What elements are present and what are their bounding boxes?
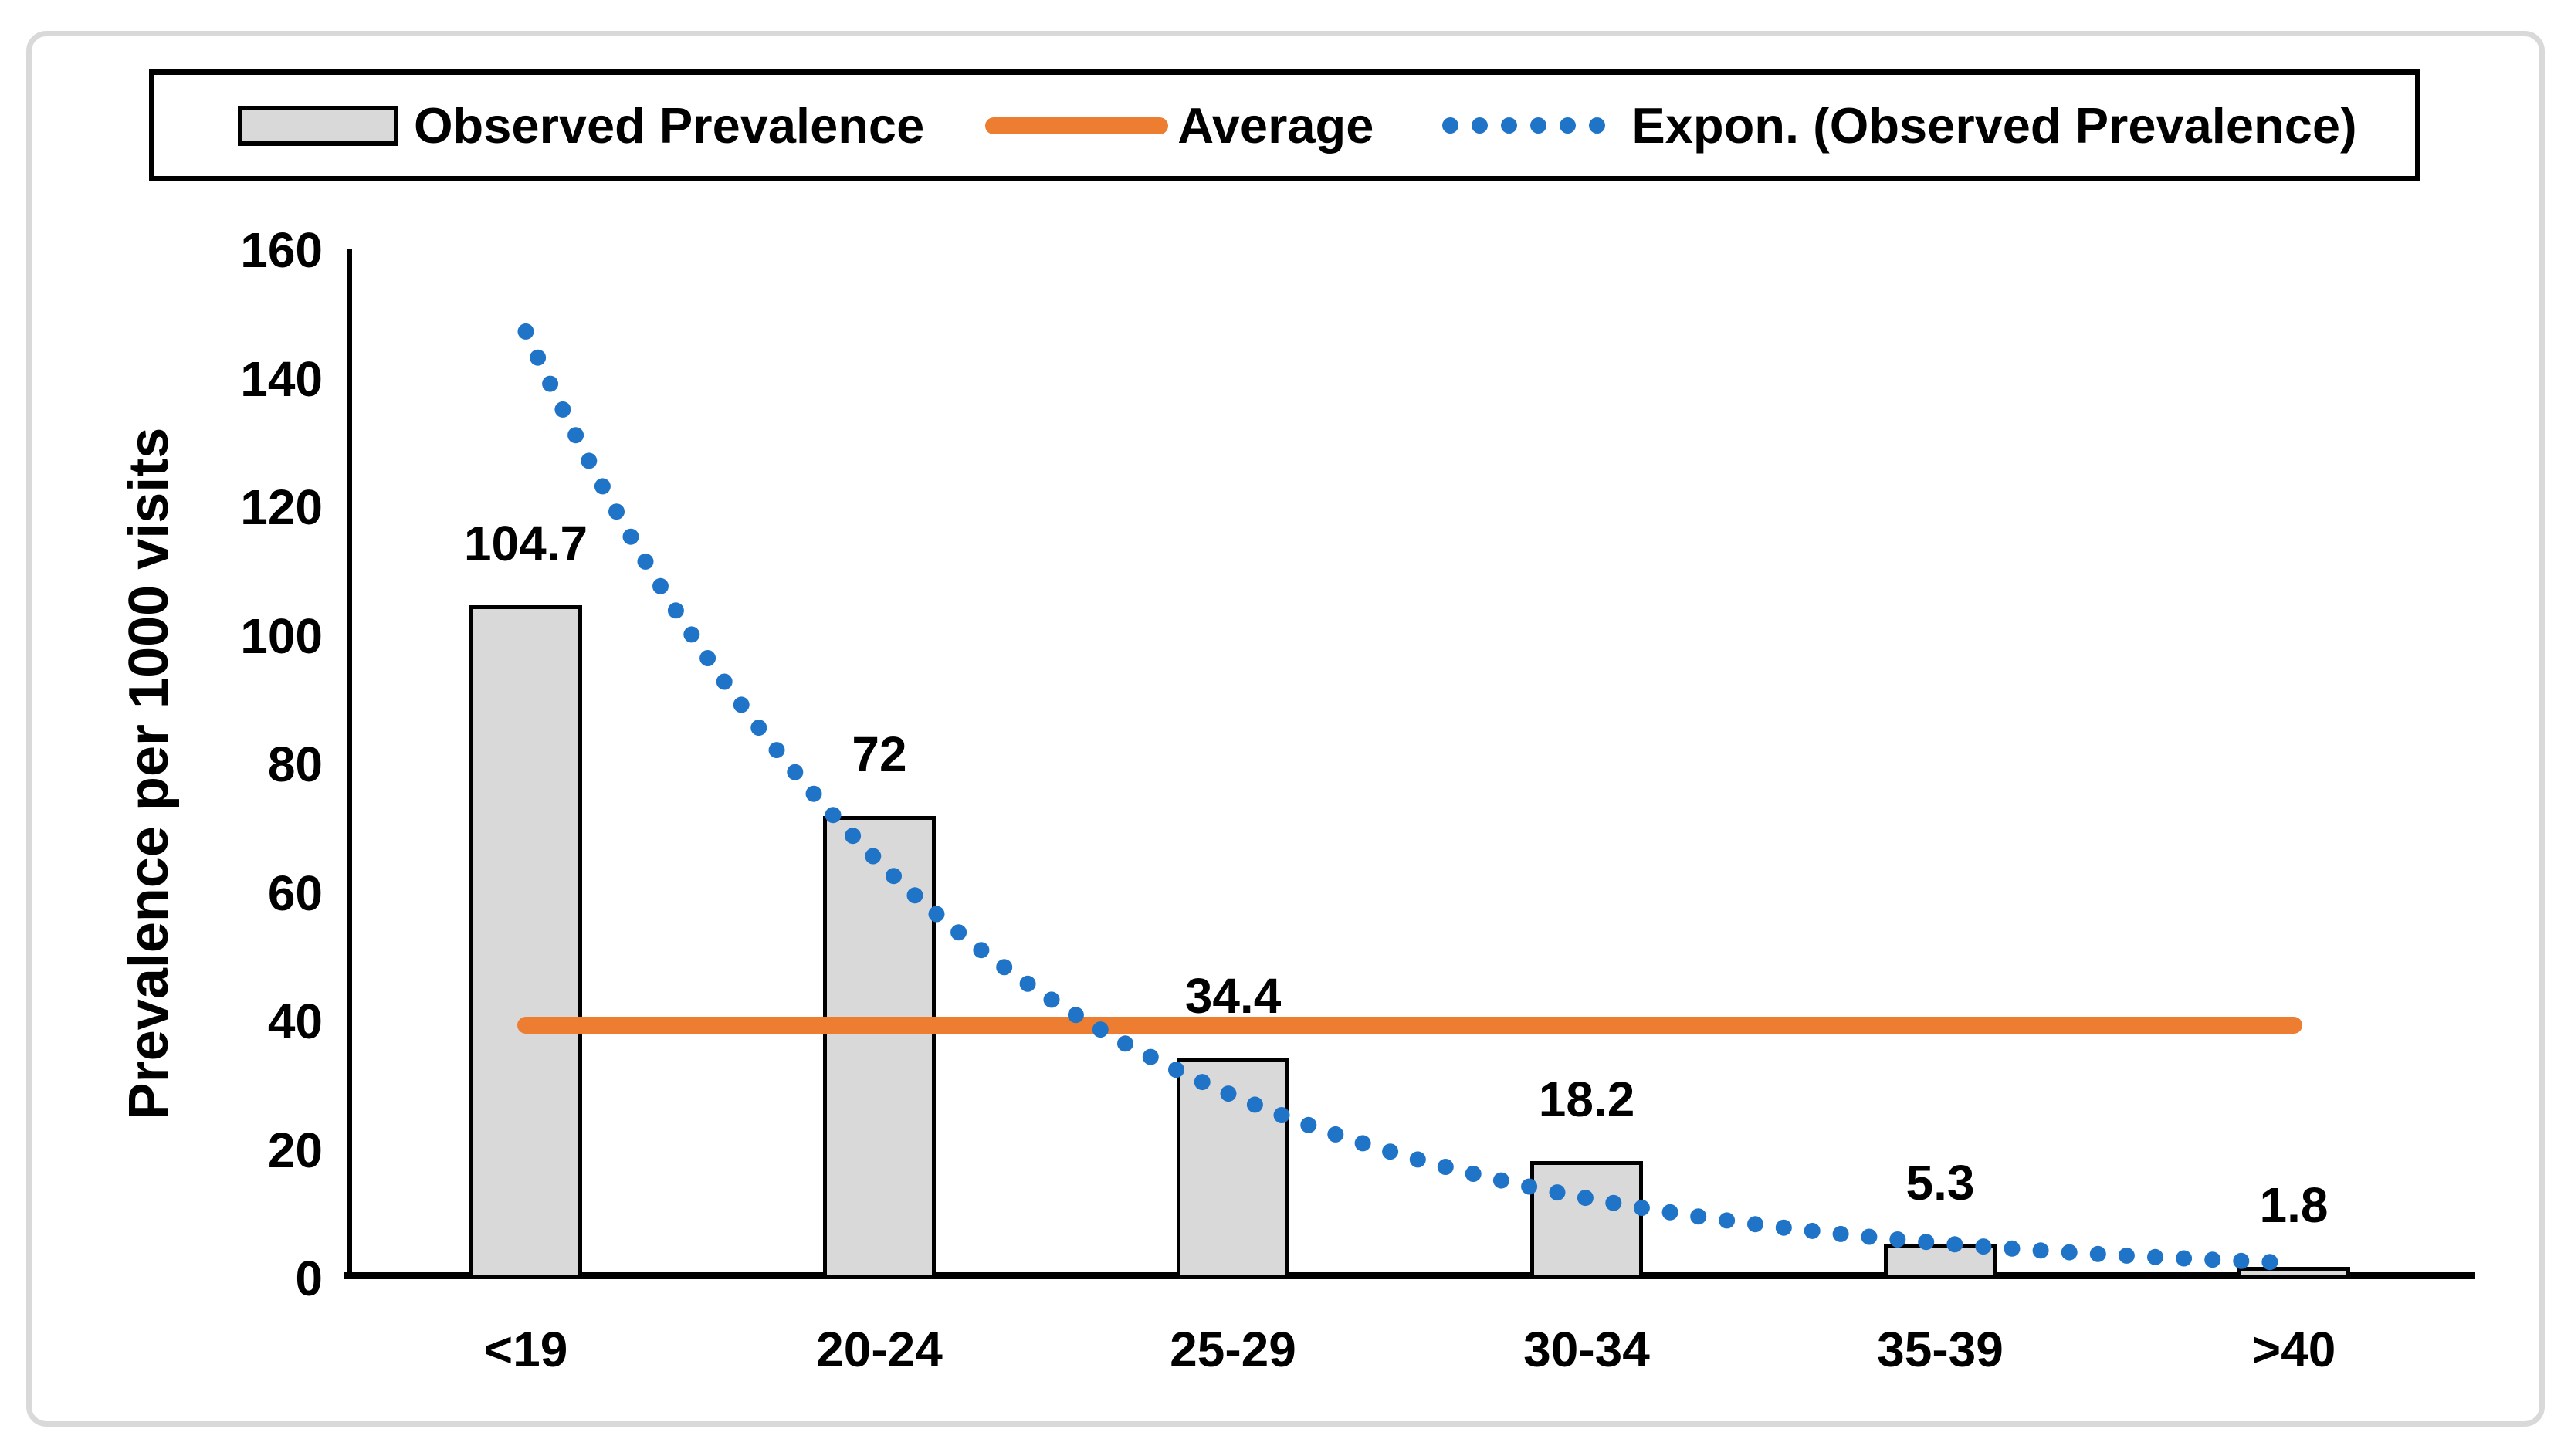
x-tick-label: 20-24 [816, 1322, 943, 1377]
y-tick-label: 120 [240, 479, 323, 535]
legend-dot [1501, 117, 1518, 134]
legend-label-expon: Expon. (Observed Prevalence) [1631, 97, 2357, 154]
bar-value-label: 18.2 [1538, 1072, 1635, 1128]
legend: Observed Prevalence Average Expon. (Obse… [149, 69, 2420, 181]
y-tick-label: 100 [240, 608, 323, 664]
y-axis-title: Prevalence per 1000 visits [118, 427, 180, 1120]
bar-value-label: 34.4 [1184, 967, 1282, 1024]
legend-label-average: Average [1177, 97, 1374, 154]
bar-value-label: 5.3 [1905, 1154, 1975, 1211]
bar [1530, 1161, 1643, 1278]
bar [469, 605, 582, 1278]
x-tick-label: >40 [2251, 1322, 2336, 1377]
bar [823, 815, 936, 1278]
bar-value-label: 104.7 [463, 516, 588, 572]
bar [1177, 1057, 1289, 1278]
x-tick-label: 25-29 [1170, 1322, 1296, 1377]
bar [1884, 1244, 1997, 1278]
legend-bar-swatch [238, 105, 398, 146]
legend-trendline-dots-swatch [1442, 117, 1606, 134]
legend-average-line-swatch [985, 117, 1169, 134]
bar-value-label: 72 [852, 726, 907, 782]
legend-dot [1472, 117, 1489, 134]
legend-label-observed-prevalence: Observed Prevalence [414, 97, 925, 154]
bar [2237, 1267, 2350, 1278]
x-tick-label: 30-34 [1523, 1322, 1650, 1377]
bar-value-label: 1.8 [2259, 1177, 2329, 1233]
x-tick-label: 35-39 [1877, 1322, 2004, 1377]
y-tick-label: 20 [267, 1122, 323, 1178]
y-tick-label: 140 [240, 350, 323, 407]
y-tick-label: 80 [267, 736, 323, 792]
x-axis-line [344, 1272, 2475, 1279]
legend-dot [1530, 117, 1547, 134]
x-tick-label: <19 [483, 1322, 568, 1377]
y-axis-line [347, 249, 352, 1278]
y-tick-label: 160 [240, 222, 323, 278]
y-tick-label: 60 [267, 865, 323, 921]
y-tick-label: 0 [295, 1251, 323, 1306]
y-tick-label: 40 [267, 994, 323, 1049]
legend-dot [1589, 117, 1606, 134]
legend-dot [1560, 117, 1577, 134]
legend-dot [1442, 117, 1459, 134]
